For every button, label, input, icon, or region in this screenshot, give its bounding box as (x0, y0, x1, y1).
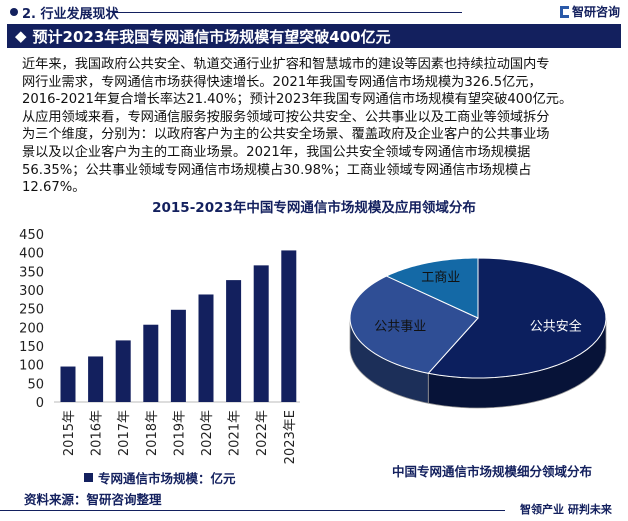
paragraph-line: 56.35%；公共事业领域专网通信市场规模占30.98%；工商业领域专网通信市场… (22, 162, 532, 178)
x-tick-label: 2017年 (117, 410, 132, 456)
source-note: 资料来源：智研咨询整理 (24, 492, 162, 507)
footer-divider (0, 510, 505, 511)
pie-label: 公共安全 (530, 318, 582, 334)
logo-icon (559, 5, 569, 18)
chart-title: 2015-2023年中国专网通信市场规模及应用领域分布 (152, 200, 476, 216)
pie-title: 中国专网通信市场规模细分领域分布 (392, 464, 593, 479)
slogan: 智领产业 研判未来 (520, 503, 612, 516)
logo-text: 智研咨询 (571, 5, 620, 19)
bar-legend: 专网通信市场规模：亿元 (84, 468, 236, 487)
bar (253, 265, 269, 402)
legend-label: 专网通信市场规模：亿元 (98, 471, 236, 486)
divider (112, 12, 462, 13)
paragraph-line: 景以及以企业客户为主的工商业场景。2021年，我国公共安全领域专网通信市场规模据 (22, 144, 531, 160)
section-title: 2. 行业发展现状 (22, 7, 119, 22)
paragraph-line: 12.67%。 (22, 180, 86, 196)
y-tick-label: 400 (19, 247, 44, 262)
y-tick-label: 450 (19, 228, 44, 243)
bar (226, 280, 242, 402)
bar (281, 250, 297, 402)
paragraph-line: 网行业需求，专网通信市场获得快速增长。2021年我国专网通信市场规模为326.5… (22, 74, 542, 90)
bar (198, 294, 214, 402)
paragraph-line: 近年来，我国政府公共安全、轨道交通行业扩容和智慧城市的建设等因素也持续拉动国内专 (22, 57, 550, 72)
x-tick-label: 2018年 (145, 410, 160, 456)
legend-swatch (84, 473, 93, 482)
y-tick-label: 300 (19, 284, 44, 299)
x-tick-label: 2015年 (62, 410, 77, 456)
section-bullet (10, 8, 18, 16)
headline-banner: ◆ 预计2023年我国专网通信市场规模有望突破400亿元 (7, 24, 621, 48)
bar (143, 324, 159, 402)
headline-title: 预计2023年我国专网通信市场规模有望突破400亿元 (32, 27, 391, 46)
paragraph-line: 从应用领域来看，专网通信服务按服务领域可按公共安全、公共事业以及工商业等领域拆分 (22, 109, 550, 125)
y-tick-label: 150 (19, 340, 44, 355)
bar (115, 340, 131, 402)
y-tick-label: 100 (19, 359, 44, 374)
y-tick-label: 350 (19, 265, 44, 280)
pie-label: 工商业 (421, 271, 460, 286)
diamond-icon: ◆ (15, 27, 27, 45)
paragraph-line: 为三个维度，分别为：以政府客户为主的公共安全场景、覆盖政府及企业客户的公共事业场 (22, 127, 550, 143)
x-tick-label: 2020年 (200, 410, 215, 456)
bar (60, 366, 76, 402)
x-tick-label: 2022年 (255, 410, 270, 456)
x-tick-label: 2023年E (283, 410, 298, 464)
y-tick-label: 0 (36, 396, 44, 411)
bar (170, 309, 186, 402)
pie-slice (427, 257, 607, 379)
body-paragraph: 近年来，我国政府公共安全、轨道交通行业扩容和智慧城市的建设等因素也持续拉动国内专… (22, 56, 628, 197)
pie-slice (385, 257, 479, 319)
pie-label: 公共事业 (374, 319, 426, 334)
x-tick-label: 2019年 (172, 410, 187, 456)
x-tick-label: 2016年 (90, 410, 105, 456)
pie-slice (349, 275, 479, 374)
y-tick-label: 200 (19, 321, 44, 336)
paragraph-line: 2016-2021年复合增长率达21.40%；预计2023年我国专网通信市场规模… (22, 92, 573, 108)
y-tick-label: 50 (27, 377, 44, 392)
x-tick-label: 2021年 (228, 410, 243, 456)
bar (88, 356, 104, 402)
brand-logo: 智研咨询 (559, 3, 620, 20)
y-tick-label: 250 (19, 303, 44, 318)
